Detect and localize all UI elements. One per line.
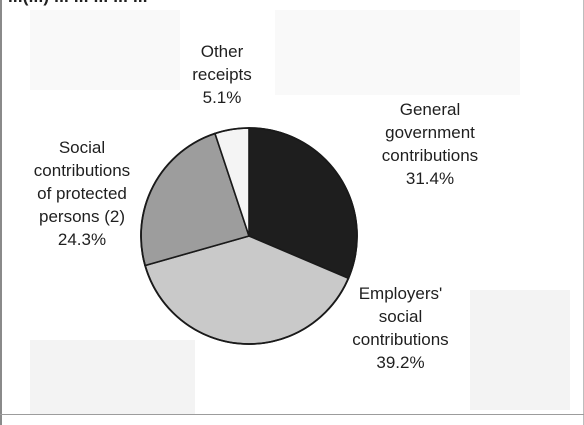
slice-label-line: Employers' [358, 284, 443, 303]
slice-label-line: General [399, 100, 461, 119]
slice-value-label: 5.1% [202, 88, 242, 107]
pie-outline [140, 127, 358, 345]
scan-background-left [30, 10, 180, 90]
cropped-title-strip: ...(...) ... ... ... ... ... [0, 0, 584, 7]
pie-slices [140, 127, 358, 345]
scan-background-right [275, 10, 520, 95]
slice-value-label: 31.4% [405, 169, 455, 188]
slice-label-line: Other [200, 42, 244, 61]
slice-label-line: persons (2) [39, 207, 125, 226]
slice-label-employers: Employers' social contributions 39.2% [338, 282, 463, 374]
slice-label-general-government: General government contributions 31.4% [365, 98, 495, 190]
scan-background-lower-right [470, 290, 570, 410]
slice-value-label: 24.3% [57, 230, 107, 249]
slice-label-other-receipts: Other receipts 5.1% [172, 40, 272, 109]
scan-background-lower-left [30, 340, 195, 415]
slice-label-line: receipts [192, 65, 252, 84]
slice-label-line: contributions [33, 161, 131, 180]
slice-label-line: social [378, 307, 423, 326]
slice-label-line: government [385, 123, 475, 142]
bottom-rule [0, 414, 584, 415]
slice-value-label: 39.2% [376, 353, 425, 372]
slice-label-line: contributions [381, 146, 479, 165]
slice-label-line: of protected [37, 184, 127, 203]
slice-label-line: Social [58, 138, 106, 157]
slice-label-protected-persons: Social contributions of protected person… [22, 136, 142, 251]
cropped-title: ...(...) ... ... ... ... ... [8, 0, 148, 7]
slice-label-line: contributions [352, 330, 449, 349]
